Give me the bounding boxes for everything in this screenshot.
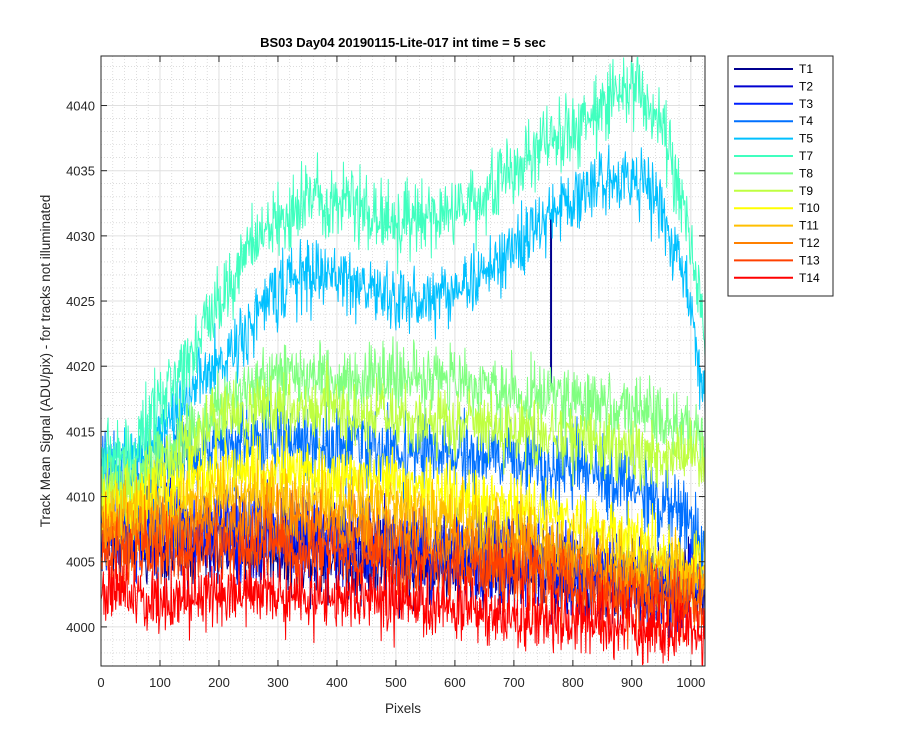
axis-ticks bbox=[100, 56, 705, 666]
y-tick-label: 4035 bbox=[66, 164, 95, 179]
legend-label-t8: T8 bbox=[799, 166, 813, 180]
y-tick-label: 4010 bbox=[66, 490, 95, 505]
x-tick-label: 0 bbox=[97, 675, 104, 690]
y-tick-label: 4000 bbox=[66, 620, 95, 635]
x-tick-label: 200 bbox=[208, 675, 230, 690]
legend-label-t1: T1 bbox=[799, 62, 813, 76]
legend-box bbox=[727, 55, 834, 297]
x-tick-labels: 0 100 200 300 400 500 600 700 800 900 1000 bbox=[97, 675, 705, 690]
legend-label-t11: T11 bbox=[799, 219, 819, 233]
series-line-t10 bbox=[100, 429, 706, 602]
y-tick-label: 4030 bbox=[66, 229, 95, 244]
x-tick-label: 500 bbox=[385, 675, 407, 690]
legend-label-t7: T7 bbox=[799, 149, 813, 163]
legend-label-t5: T5 bbox=[799, 132, 813, 146]
series-layer bbox=[100, 56, 706, 667]
legend-label-t10: T10 bbox=[799, 201, 820, 215]
axes-box bbox=[100, 55, 706, 667]
legend-label-t14: T14 bbox=[799, 271, 820, 285]
x-tick-label: 1000 bbox=[676, 675, 705, 690]
chart-title: BS03 Day04 20190115-Lite-017 int time = … bbox=[260, 35, 546, 50]
legend-label-t4: T4 bbox=[799, 114, 813, 128]
x-tick-label: 100 bbox=[149, 675, 171, 690]
series-line-t9 bbox=[100, 360, 706, 541]
x-tick-label: 400 bbox=[326, 675, 348, 690]
series-line-t11 bbox=[100, 456, 706, 614]
series-line-t13 bbox=[100, 509, 706, 650]
x-tick-label: 300 bbox=[267, 675, 289, 690]
legend-label-t13: T13 bbox=[799, 253, 820, 267]
y-tick-labels: 4000 4005 4010 4015 4020 4025 4030 4035 4040 bbox=[66, 99, 95, 635]
y-tick-label: 4005 bbox=[66, 555, 95, 570]
y-axis-label: Track Mean Signal (ADU/pix) - for tracks… bbox=[38, 195, 53, 528]
legend: T1 T2 T3 T4 T5 T7 T8 T9 T10 T11 T12 T13 T14 bbox=[727, 55, 834, 297]
x-axis-label: Pixels bbox=[385, 701, 421, 716]
x-tick-label: 900 bbox=[621, 675, 643, 690]
x-tick-label: 800 bbox=[562, 675, 584, 690]
series-line-t5 bbox=[100, 144, 706, 498]
x-tick-label: 600 bbox=[444, 675, 466, 690]
y-tick-label: 4020 bbox=[66, 359, 95, 374]
series-line-t14 bbox=[100, 553, 706, 667]
x-tick-label: 700 bbox=[503, 675, 525, 690]
y-tick-label: 4025 bbox=[66, 294, 95, 309]
legend-label-t3: T3 bbox=[799, 97, 813, 111]
series-line-t7 bbox=[100, 56, 706, 506]
y-tick-label: 4040 bbox=[66, 99, 95, 114]
y-tick-label: 4015 bbox=[66, 424, 95, 439]
legend-label-t2: T2 bbox=[799, 79, 813, 93]
legend-label-t12: T12 bbox=[799, 236, 820, 250]
legend-label-t9: T9 bbox=[799, 184, 813, 198]
